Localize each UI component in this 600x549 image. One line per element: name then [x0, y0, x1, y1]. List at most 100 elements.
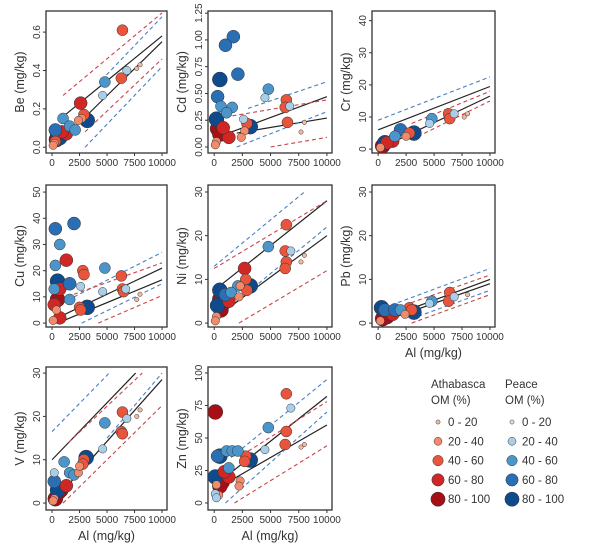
prediction-interval-line: [81, 283, 163, 324]
legend-swatch: [435, 419, 441, 425]
regression-line: [377, 85, 491, 131]
y-tick-label: 0: [358, 146, 369, 152]
prediction-interval-line: [238, 270, 328, 324]
y-tick-label: 10: [194, 273, 205, 285]
data-point-athabasca: [234, 481, 244, 491]
legend-label: 60 - 80: [448, 475, 484, 487]
data-point-peace: [262, 83, 275, 95]
data-point-athabasca: [207, 404, 224, 420]
data-point-athabasca: [279, 438, 291, 451]
x-tick-label: 0: [375, 158, 381, 169]
y-axis-label: Cu (mg/kg): [13, 225, 27, 287]
data-point-athabasca: [48, 496, 58, 506]
prediction-interval-line: [84, 66, 163, 148]
data-point-peace: [285, 101, 295, 111]
data-point-peace: [98, 90, 108, 100]
x-tick-label: 2500: [395, 332, 418, 343]
y-axis-label: V (mg/kg): [13, 411, 27, 465]
x-tick-label: 5000: [96, 332, 119, 343]
data-point-athabasca: [210, 316, 220, 326]
data-point-peace: [49, 468, 59, 478]
prediction-interval-line: [68, 372, 143, 443]
panel-zn: 0 2500 5000 7500 10000 0 25 50 75 100 Zn (mg/kg) Al…: [175, 364, 341, 543]
x-tick-label: 2500: [395, 158, 418, 169]
x-tick-label: 10000: [148, 332, 176, 343]
data-point-peace: [389, 130, 401, 143]
data-point-athabasca: [52, 305, 61, 315]
data-point-peace: [54, 238, 66, 251]
data-point-peace: [210, 449, 225, 463]
data-point-peace: [225, 286, 237, 299]
legend-label: 0 - 20: [522, 417, 551, 429]
legend-swatch: [505, 473, 519, 487]
prediction-interval-line: [73, 262, 163, 295]
prediction-interval-line: [270, 136, 328, 148]
legend-label: 80 - 100: [448, 494, 490, 506]
data-point-peace: [239, 114, 248, 124]
legend-swatch: [430, 491, 446, 507]
x-axis-label: Al (mg/kg): [405, 346, 462, 360]
data-point-athabasca: [301, 119, 307, 125]
y-tick-label: 10: [358, 273, 369, 285]
data-point-peace: [425, 298, 435, 308]
x-tick-label: 5000: [259, 515, 282, 526]
legend-swatch: [507, 437, 517, 446]
data-point-athabasca: [298, 444, 304, 450]
prediction-interval-line: [106, 372, 163, 439]
prediction-interval-line: [98, 295, 163, 324]
x-tick-label: 2500: [68, 332, 91, 343]
x-tick-label: 0: [211, 515, 217, 526]
x-tick-label: 10000: [313, 158, 341, 169]
y-axis-label: Pb (mg/kg): [339, 225, 353, 286]
y-tick-label: 50: [32, 186, 43, 198]
data-point-peace: [260, 445, 270, 455]
data-point-peace: [231, 67, 245, 81]
y-axis-label: Cr (mg/kg): [339, 52, 353, 111]
data-point-athabasca: [75, 461, 85, 471]
data-point-peace: [232, 445, 244, 457]
x-tick-label: 2500: [231, 158, 254, 169]
data-point-peace: [58, 456, 70, 468]
y-tick-label: 75: [194, 399, 205, 411]
x-tick-label: 10000: [148, 158, 176, 169]
data-point-athabasca: [116, 427, 129, 440]
y-tick-label: 20: [32, 410, 43, 422]
x-axis-label: Al (mg/kg): [242, 529, 299, 543]
y-tick-label: 0: [358, 320, 369, 326]
y-tick-label: 0.2: [32, 101, 43, 115]
data-point-peace: [218, 38, 233, 53]
y-tick-label: 0: [194, 320, 205, 326]
x-tick-label: 5000: [423, 332, 446, 343]
data-point-athabasca: [280, 425, 293, 438]
y-tick-label: 50: [194, 432, 205, 444]
x-tick-label: 7500: [288, 515, 311, 526]
prediction-interval-line: [377, 274, 491, 315]
legend-title: Athabasca: [431, 379, 486, 391]
x-tick-label: 0: [375, 332, 381, 343]
y-tick-label: 30: [358, 47, 369, 59]
prediction-interval-line: [62, 12, 163, 96]
data-point-athabasca: [115, 72, 128, 84]
data-point-athabasca: [134, 413, 140, 419]
data-point-peace: [62, 277, 77, 291]
y-tick-label: 30: [32, 238, 43, 250]
y-tick-label: 40: [358, 15, 369, 27]
data-point-athabasca: [280, 219, 293, 231]
data-point-peace: [449, 292, 459, 302]
y-tick-label: 30: [194, 186, 205, 198]
legend-label: 40 - 60: [522, 456, 558, 468]
data-point-peace: [76, 281, 86, 291]
panel-be: 0 2500 5000 7500 10000 0.0 0.2 0.4 0.6 Be (mg/kg): [13, 10, 176, 169]
data-point-peace: [49, 259, 62, 272]
y-tick-label: 20: [32, 265, 43, 277]
data-point-peace: [286, 246, 296, 256]
data-point-athabasca: [134, 297, 140, 302]
y-tick-label: 10: [358, 111, 369, 123]
legend-label: 60 - 80: [522, 475, 558, 487]
data-point-peace: [121, 284, 131, 294]
x-tick-label: 2500: [68, 515, 91, 526]
y-tick-label: 0.75: [194, 57, 205, 77]
data-point-athabasca: [279, 262, 291, 275]
data-point-athabasca: [465, 111, 471, 117]
x-tick-label: 7500: [123, 515, 146, 526]
